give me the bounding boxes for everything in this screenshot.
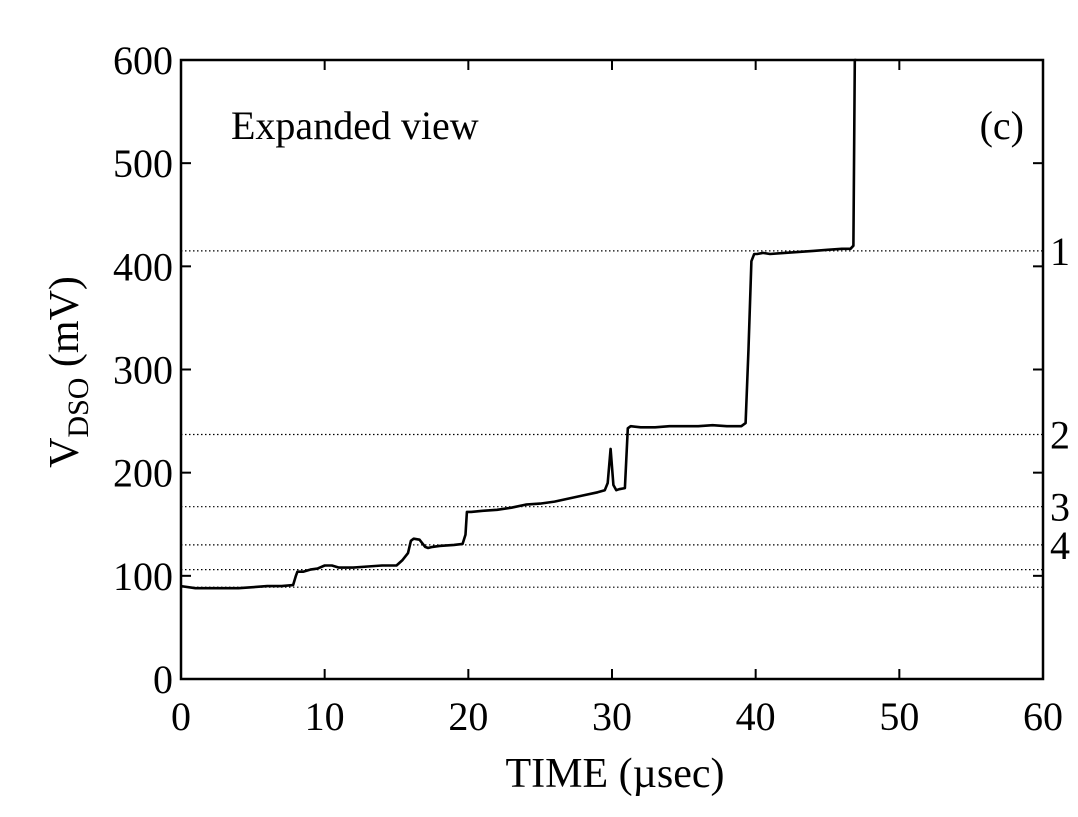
y-axis-title-unit: (mV) — [42, 276, 88, 377]
series-line — [180, 58, 857, 590]
y-tick-label-0: 0 — [153, 657, 173, 702]
annotation-expanded-view: Expanded view — [231, 103, 479, 148]
axis-ticks — [180, 59, 1044, 680]
reference-label-1: 1 — [1050, 229, 1070, 274]
x-tick-label-1: 10 — [305, 694, 345, 739]
x-tick-label-3: 30 — [592, 694, 632, 739]
x-tick-labels: 0 10 20 30 40 50 60 — [171, 694, 1063, 739]
y-tick-label-3: 300 — [113, 348, 173, 393]
y-tick-label-5: 500 — [113, 141, 173, 186]
x-tick-label-4: 40 — [736, 694, 776, 739]
annotation-panel-label: (c) — [980, 103, 1024, 148]
plot-frame — [179, 58, 1045, 681]
x-tick-label-6: 60 — [1023, 694, 1063, 739]
y-tick-label-2: 200 — [113, 451, 173, 496]
y-tick-labels: 0 100 200 300 400 500 600 — [113, 38, 173, 702]
reference-label-3: 3 — [1050, 485, 1070, 530]
data-series — [180, 58, 857, 590]
x-tick-label-5: 50 — [879, 694, 919, 739]
x-axis-title: TIME (µsec) — [506, 751, 725, 797]
reference-lines — [181, 250, 1043, 588]
y-tick-label-4: 400 — [113, 244, 173, 289]
x-tick-label-0: 0 — [171, 694, 191, 739]
x-tick-label-2: 20 — [448, 694, 488, 739]
y-axis-title: VDSO (mV) — [42, 276, 95, 468]
y-axis-title-main: V — [42, 438, 88, 468]
y-tick-label-6: 600 — [113, 38, 173, 83]
y-axis-title-subscript: DSO — [62, 378, 95, 438]
y-tick-label-1: 100 — [113, 554, 173, 599]
reference-label-4: 4 — [1050, 523, 1070, 568]
reference-label-2: 2 — [1050, 412, 1070, 457]
reference-labels: 1 2 34 — [1050, 229, 1070, 568]
